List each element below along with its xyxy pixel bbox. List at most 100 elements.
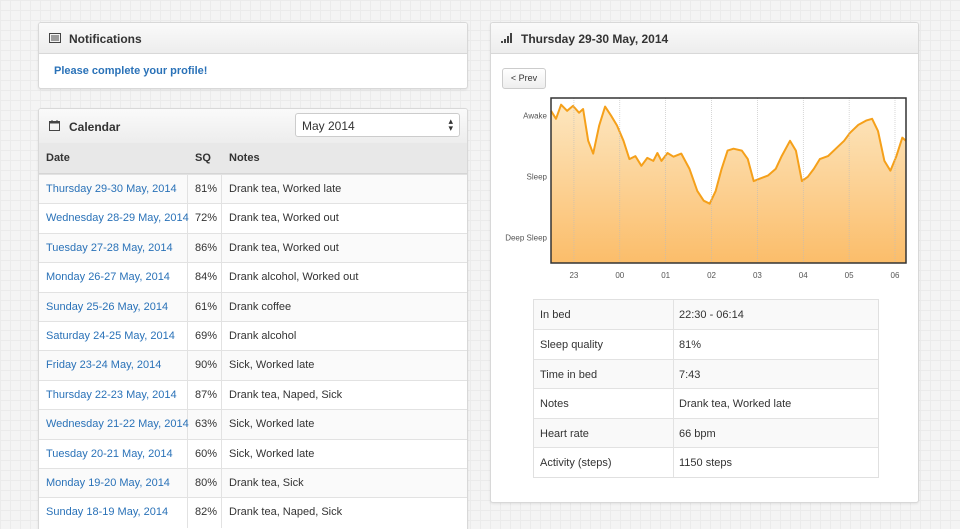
detail-panel: Thursday 29-30 May, 2014 < Prev 23 00 01 02… — [490, 22, 919, 503]
notes: Drank tea, Naped, Sick — [229, 506, 343, 519]
stat-label: Time in bed — [540, 368, 598, 381]
date-link[interactable]: Saturday 24-25 May, 2014 — [46, 330, 175, 342]
date-link[interactable]: Thursday 22-23 May, 2014 — [46, 388, 177, 401]
notes: Drank alcohol — [229, 330, 297, 342]
prev-button[interactable]: < Prev — [502, 68, 546, 89]
month-select[interactable]: May 2014 ▴ ▾ — [295, 113, 460, 137]
date-link[interactable]: Thursday 29-30 May, 2014 — [46, 183, 177, 195]
notes: Sick, Worked late — [229, 359, 315, 372]
col-divider — [221, 322, 222, 352]
table-row: Wednesday 28-29 May, 2014 72% Drank tea, W… — [39, 203, 467, 234]
column-header: Date — [46, 152, 70, 164]
notes: Drank coffee — [229, 300, 292, 313]
panel-title: Calendar — [69, 120, 121, 134]
stat-value: 22:30 - 06:14 — [679, 309, 744, 321]
icon — [49, 120, 60, 131]
sleep-quality: 61% — [195, 300, 218, 313]
stats-row: Sleep quality 81% — [534, 329, 878, 360]
x-tick-label: 01 — [661, 271, 670, 280]
col-divider — [221, 498, 222, 528]
table-row: Friday 23-24 May, 2014 90% Sick, Worked la… — [39, 350, 467, 381]
date-link[interactable]: Monday 26-27 May, 2014 — [46, 271, 170, 284]
sleep-quality: 69% — [195, 330, 218, 342]
date-link[interactable]: Tuesday 20-21 May, 2014 — [46, 447, 173, 460]
col-divider — [221, 439, 222, 469]
date-link[interactable]: Sunday 18-19 May, 2014 — [46, 506, 169, 519]
panel-title: Thursday 29-30 May, 2014 — [521, 32, 669, 46]
x-tick-label: 00 — [615, 271, 624, 280]
col-divider — [187, 380, 188, 411]
sleep-chart: 23 00 01 02 03 04 05 06 Deep Sleep Sleep Awake — [505, 97, 907, 280]
stats-table: In bed 22:30 - 06:14 Sleep quality 81% Time … — [533, 299, 879, 478]
calendar-panel: Calendar May 2014 ▴ ▾ Date SQ Notes Thursday… — [38, 108, 468, 529]
col-divider — [221, 233, 222, 264]
table-row: Monday 26-27 May, 2014 84% Drank alcohol, … — [39, 262, 467, 293]
col-divider — [221, 175, 222, 205]
calendar-table: Date SQ Notes Thursday 29-30 May, 2014 81% Dr… — [39, 143, 467, 529]
column-header: SQ — [195, 152, 211, 164]
stat-value: 1150 steps — [679, 457, 733, 469]
notes: Drank tea, Worked late — [229, 183, 342, 195]
stat-value: 66 bpm — [679, 427, 716, 440]
sleep-quality: 87% — [195, 388, 218, 401]
date-link[interactable]: Sunday 25-26 May, 2014 — [46, 300, 169, 313]
icon — [49, 33, 61, 43]
date-link[interactable]: Wednesday 21-22 May, 2014 — [46, 418, 189, 431]
y-tick-label: Deep Sleep — [505, 234, 547, 243]
sleep-quality: 63% — [195, 418, 218, 431]
sleep-quality: 90% — [195, 359, 218, 372]
stats-row: In bed 22:30 - 06:14 — [534, 300, 878, 330]
panel-header: Notifications — [39, 23, 467, 54]
col-divider — [673, 418, 674, 448]
select-value: May 2014 — [302, 119, 355, 133]
x-tick-label: 23 — [569, 271, 578, 280]
table-row: Tuesday 20-21 May, 2014 60% Sick, Worked l… — [39, 438, 467, 469]
table-row: Saturday 24-25 May, 2014 69% Drank alcohol — [39, 321, 467, 352]
col-divider — [673, 448, 674, 478]
notifications-panel: Notifications Please complete your profi… — [38, 22, 468, 89]
col-divider — [221, 204, 222, 234]
line — [550, 103, 907, 205]
date-link[interactable]: Tuesday 27-28 May, 2014 — [46, 241, 173, 254]
notes: Drank alcohol, Worked out — [229, 271, 359, 284]
col-divider — [673, 389, 674, 419]
notes: Drank tea, Naped, Sick — [229, 388, 343, 401]
select-arrow: ▴ ▾ — [448, 116, 453, 133]
stat-label: In bed — [540, 309, 571, 321]
panel-header: Thursday 29-30 May, 2014 — [491, 23, 918, 54]
sleep-quality: 82% — [195, 506, 218, 519]
stat-label: Notes — [540, 398, 569, 411]
table-row: Thursday 29-30 May, 2014 81% Drank tea, Wo… — [39, 174, 467, 205]
notes: Drank tea, Sick — [229, 477, 304, 489]
panel-header: Calendar May 2014 ▴ ▾ — [39, 109, 467, 144]
col-divider — [187, 175, 188, 205]
stat-label: Heart rate — [540, 427, 589, 440]
col-divider — [673, 330, 674, 360]
notification-link[interactable]: Please complete your profile! — [54, 65, 208, 77]
notes: Drank tea, Worked out — [229, 212, 339, 225]
col-divider — [187, 322, 188, 352]
col-divider — [187, 498, 188, 528]
area — [551, 104, 906, 263]
date-link[interactable]: Monday 19-20 May, 2014 — [46, 477, 170, 489]
col-divider — [187, 204, 188, 234]
plot-border — [550, 97, 907, 264]
col-divider — [221, 410, 222, 440]
col-divider — [187, 351, 188, 381]
table-header: Date SQ Notes — [39, 143, 467, 174]
col-divider — [221, 469, 222, 499]
date-link[interactable]: Friday 23-24 May, 2014 — [46, 359, 162, 372]
x-tick-label: 04 — [799, 271, 808, 280]
x-tick-label: 03 — [753, 271, 762, 280]
col-divider — [187, 469, 188, 499]
col-divider — [221, 380, 222, 411]
sleep-quality: 80% — [195, 477, 218, 489]
date-link[interactable]: Wednesday 28-29 May, 2014 — [46, 212, 189, 225]
col-divider — [187, 233, 188, 264]
x-tick-label: 02 — [707, 271, 716, 280]
table-row: Sunday 18-19 May, 2014 82% Drank tea, Nape… — [39, 497, 467, 528]
col-divider — [187, 263, 188, 293]
notes: Sick, Worked late — [229, 418, 315, 431]
sleep-quality: 72% — [195, 212, 218, 225]
